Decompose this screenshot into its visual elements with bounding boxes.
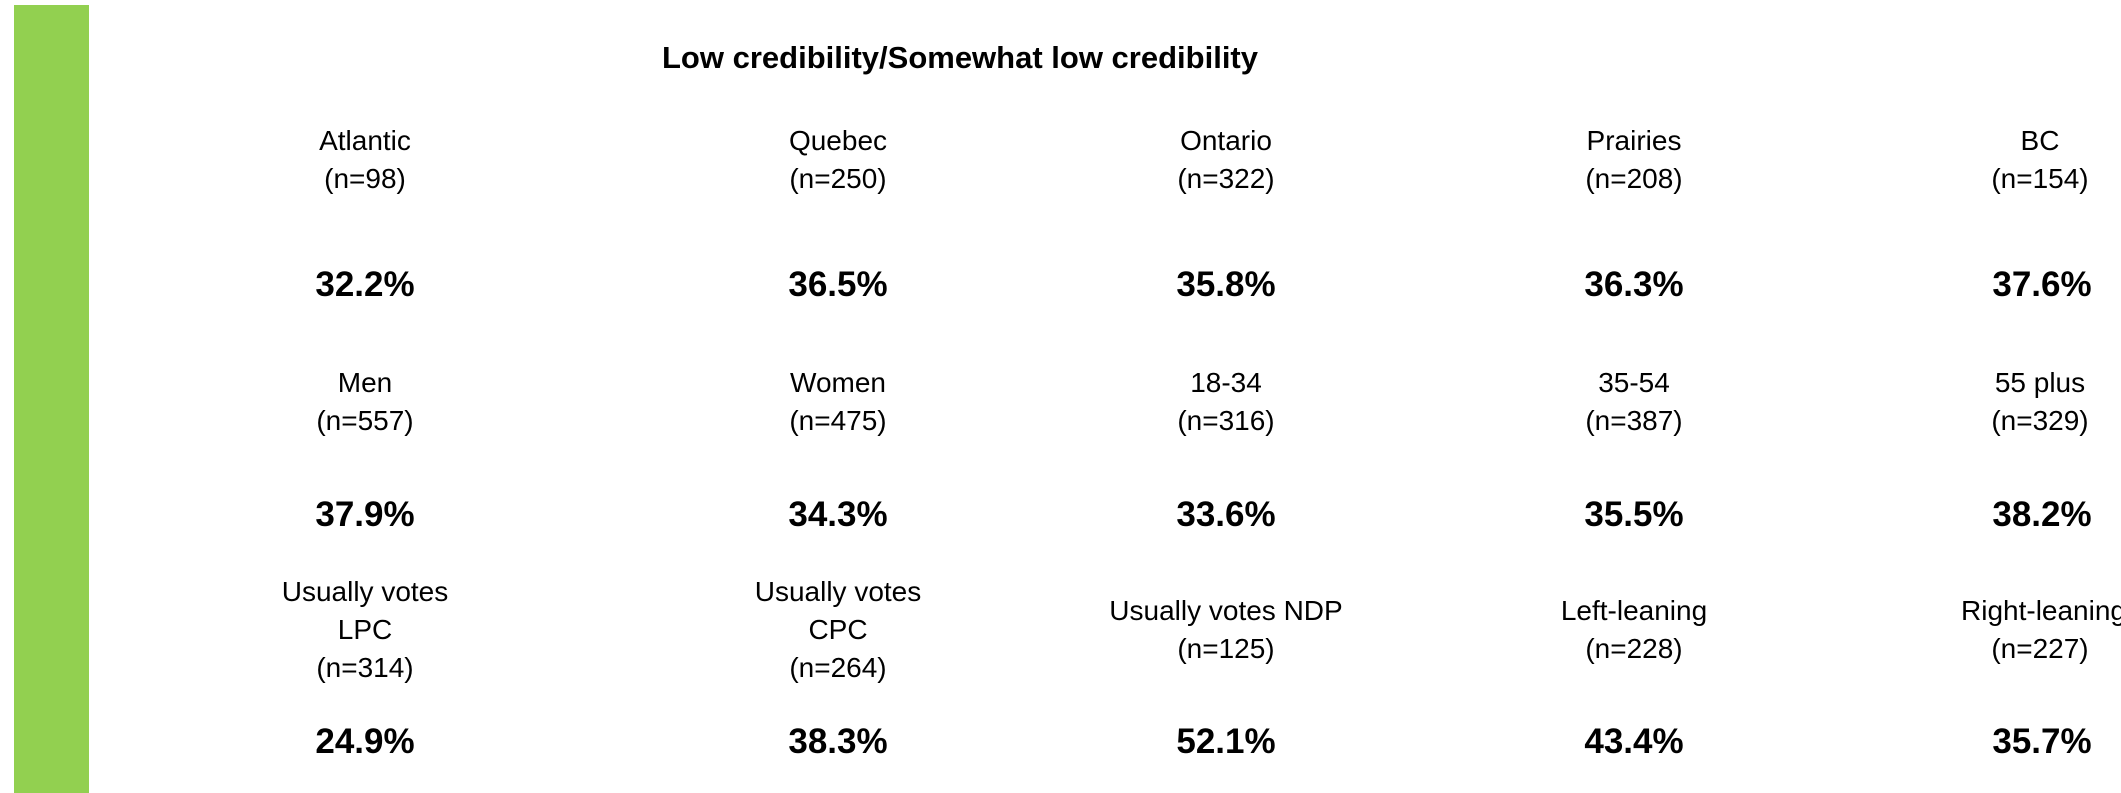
stat-sample-size: (n=316) xyxy=(1177,405,1275,436)
stat-label: Usually votes NDP (n=125) xyxy=(1076,592,1376,668)
stat-sample-size: (n=314) xyxy=(316,652,414,683)
stat-label: Atlantic (n=98) xyxy=(215,122,515,198)
stat-value: 36.5% xyxy=(788,265,888,304)
stat-value: 43.4% xyxy=(1584,722,1684,761)
stat-label-line: Ontario xyxy=(1180,125,1272,156)
accent-bar xyxy=(14,5,89,793)
stat-label: Right-leaning (n=227) xyxy=(1961,592,2121,668)
stat-label-line: 18-34 xyxy=(1190,367,1262,398)
stat-label-line: Women xyxy=(790,367,886,398)
stat-sample-size: (n=557) xyxy=(316,405,414,436)
stat-label-line: Usually votes xyxy=(754,576,922,607)
stat-sample-size: (n=154) xyxy=(1991,163,2089,194)
stat-label: 18-34 (n=316) xyxy=(1076,364,1376,440)
stat-value: 38.3% xyxy=(788,722,888,761)
stat-value: 24.9% xyxy=(315,722,415,761)
page-title: Low credibility/Somewhat low credibility xyxy=(662,40,1258,75)
stat-label-line: BC xyxy=(2020,125,2060,156)
stat-label: Left-leaning (n=228) xyxy=(1484,592,1784,668)
stat-label-line: Prairies xyxy=(1586,125,1682,156)
stat-label: 35-54 (n=387) xyxy=(1484,364,1784,440)
stat-sample-size: (n=322) xyxy=(1177,163,1275,194)
stat-value: 38.2% xyxy=(1992,495,2092,534)
stat-label: Prairies (n=208) xyxy=(1484,122,1784,198)
stat-label-line: Men xyxy=(337,367,393,398)
stat-label: Usually votes CPC (n=264) xyxy=(688,573,988,687)
stat-label-line: Atlantic xyxy=(319,125,411,156)
stat-label: Men (n=557) xyxy=(215,364,515,440)
stat-value: 35.8% xyxy=(1176,265,1276,304)
stat-value: 35.5% xyxy=(1584,495,1684,534)
stat-sample-size: (n=227) xyxy=(1991,633,2089,664)
stat-label-line: Right-leaning xyxy=(1961,595,2121,626)
stat-sample-size: (n=228) xyxy=(1585,633,1683,664)
stat-label: Usually votes LPC (n=314) xyxy=(215,573,515,687)
stat-label: BC (n=154) xyxy=(1961,122,2119,198)
stat-label-line: 35-54 xyxy=(1598,367,1670,398)
stat-label-line: Quebec xyxy=(788,125,888,156)
stat-sample-size: (n=98) xyxy=(324,163,406,194)
stat-sample-size: (n=250) xyxy=(789,163,887,194)
stat-value: 52.1% xyxy=(1176,722,1276,761)
stat-sample-size: (n=264) xyxy=(789,652,887,683)
stat-sample-size: (n=475) xyxy=(789,405,887,436)
stat-label-line: 55 plus xyxy=(1994,367,2086,398)
stat-label: Women (n=475) xyxy=(688,364,988,440)
stat-value: 36.3% xyxy=(1584,265,1684,304)
stat-value: 33.6% xyxy=(1176,495,1276,534)
stat-label: Quebec (n=250) xyxy=(688,122,988,198)
stat-value: 37.9% xyxy=(315,495,415,534)
stat-label-line: Usually votes NDP xyxy=(1109,595,1343,626)
stat-sample-size: (n=125) xyxy=(1177,633,1275,664)
stat-label-line: CPC xyxy=(808,614,868,645)
stat-label: 55 plus (n=329) xyxy=(1961,364,2119,440)
stat-value: 37.6% xyxy=(1992,265,2092,304)
stat-sample-size: (n=387) xyxy=(1585,405,1683,436)
stat-label-line: Left-leaning xyxy=(1560,595,1708,626)
stat-value: 34.3% xyxy=(788,495,888,534)
stat-label-line: LPC xyxy=(337,614,393,645)
stat-label: Ontario (n=322) xyxy=(1076,122,1376,198)
stat-label-line: Usually votes xyxy=(281,576,449,607)
stat-value: 35.7% xyxy=(1992,722,2092,761)
stat-sample-size: (n=329) xyxy=(1991,405,2089,436)
stat-value: 32.2% xyxy=(315,265,415,304)
stat-sample-size: (n=208) xyxy=(1585,163,1683,194)
